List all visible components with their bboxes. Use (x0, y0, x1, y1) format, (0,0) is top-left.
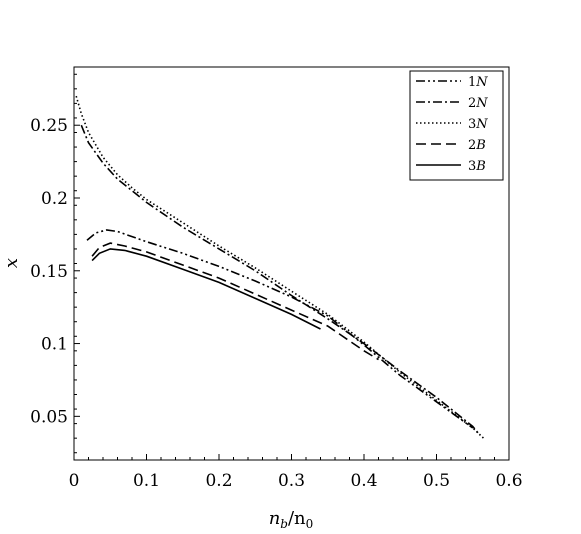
legend-items: 1N 2N 3N 2B 3B (416, 75, 488, 174)
legend-label-3N: 3N (468, 117, 488, 132)
y-tick-label: 0.25 (30, 116, 68, 136)
series-line-2N (80, 124, 481, 436)
x-axis: 0 0.1 0.2 0.3 0.4 0.5 0.6 (69, 454, 523, 491)
x-axis-title-sub-b: b (280, 517, 288, 531)
y-tick-label: 0.1 (41, 335, 68, 355)
series-line-1N (86, 229, 474, 429)
x-tick-label: 0.5 (423, 471, 450, 491)
y-tick-label: 0.15 (30, 262, 68, 282)
y-tick-label: 0.05 (30, 407, 68, 427)
legend: 1N 2N 3N 2B 3B (409, 70, 504, 181)
y-axis-title: x (1, 258, 22, 268)
x-axis-title-n: n (269, 508, 281, 529)
y-axis: 0.05 0.1 0.15 0.2 0.25 (30, 116, 80, 427)
legend-box (409, 70, 504, 181)
legend-label-2B: 2B (468, 138, 486, 153)
x-tick-label: 0.1 (133, 471, 160, 491)
legend-label-1N: 1N (468, 75, 488, 90)
x-axis-title-sub-0: 0 (306, 517, 314, 531)
x-axis-title: nb/n0 (269, 508, 314, 531)
x-tick-label: 0.4 (350, 471, 377, 491)
x-tick-label: 0 (69, 471, 80, 491)
series-group (75, 95, 485, 439)
series-line-3B (91, 248, 321, 330)
y-tick-label: 0.2 (41, 189, 68, 209)
series-line-2B (91, 242, 379, 361)
x-axis-title-slash: /n (288, 508, 306, 529)
x-tick-label: 0.2 (205, 471, 232, 491)
x-tick-label: 0.3 (278, 471, 305, 491)
legend-label-3B: 3B (468, 159, 486, 174)
legend-label-2N: 2N (468, 96, 488, 111)
x-tick-label: 0.6 (495, 471, 522, 491)
